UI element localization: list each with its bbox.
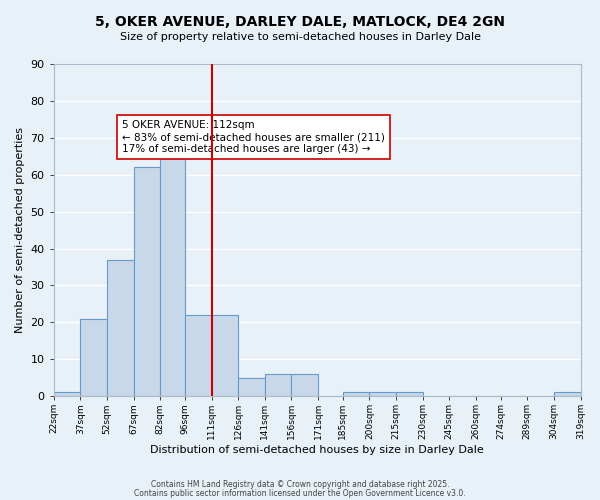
Bar <box>265 374 292 396</box>
Bar <box>185 315 212 396</box>
Bar <box>238 378 265 396</box>
Text: 5, OKER AVENUE, DARLEY DALE, MATLOCK, DE4 2GN: 5, OKER AVENUE, DARLEY DALE, MATLOCK, DE… <box>95 15 505 29</box>
Text: Contains HM Land Registry data © Crown copyright and database right 2025.: Contains HM Land Registry data © Crown c… <box>151 480 449 489</box>
Text: Contains public sector information licensed under the Open Government Licence v3: Contains public sector information licen… <box>134 488 466 498</box>
Bar <box>292 374 318 396</box>
Bar <box>370 392 396 396</box>
Bar <box>343 392 370 396</box>
X-axis label: Distribution of semi-detached houses by size in Darley Dale: Distribution of semi-detached houses by … <box>150 445 484 455</box>
Bar <box>54 392 80 396</box>
Y-axis label: Number of semi-detached properties: Number of semi-detached properties <box>15 127 25 333</box>
Bar <box>396 392 422 396</box>
Bar <box>107 260 134 396</box>
Bar <box>134 168 160 396</box>
Bar <box>80 318 107 396</box>
Bar <box>212 315 238 396</box>
Text: Size of property relative to semi-detached houses in Darley Dale: Size of property relative to semi-detach… <box>119 32 481 42</box>
Text: 5 OKER AVENUE: 112sqm
← 83% of semi-detached houses are smaller (211)
17% of sem: 5 OKER AVENUE: 112sqm ← 83% of semi-deta… <box>122 120 385 154</box>
Bar <box>554 392 581 396</box>
Bar <box>160 145 185 396</box>
